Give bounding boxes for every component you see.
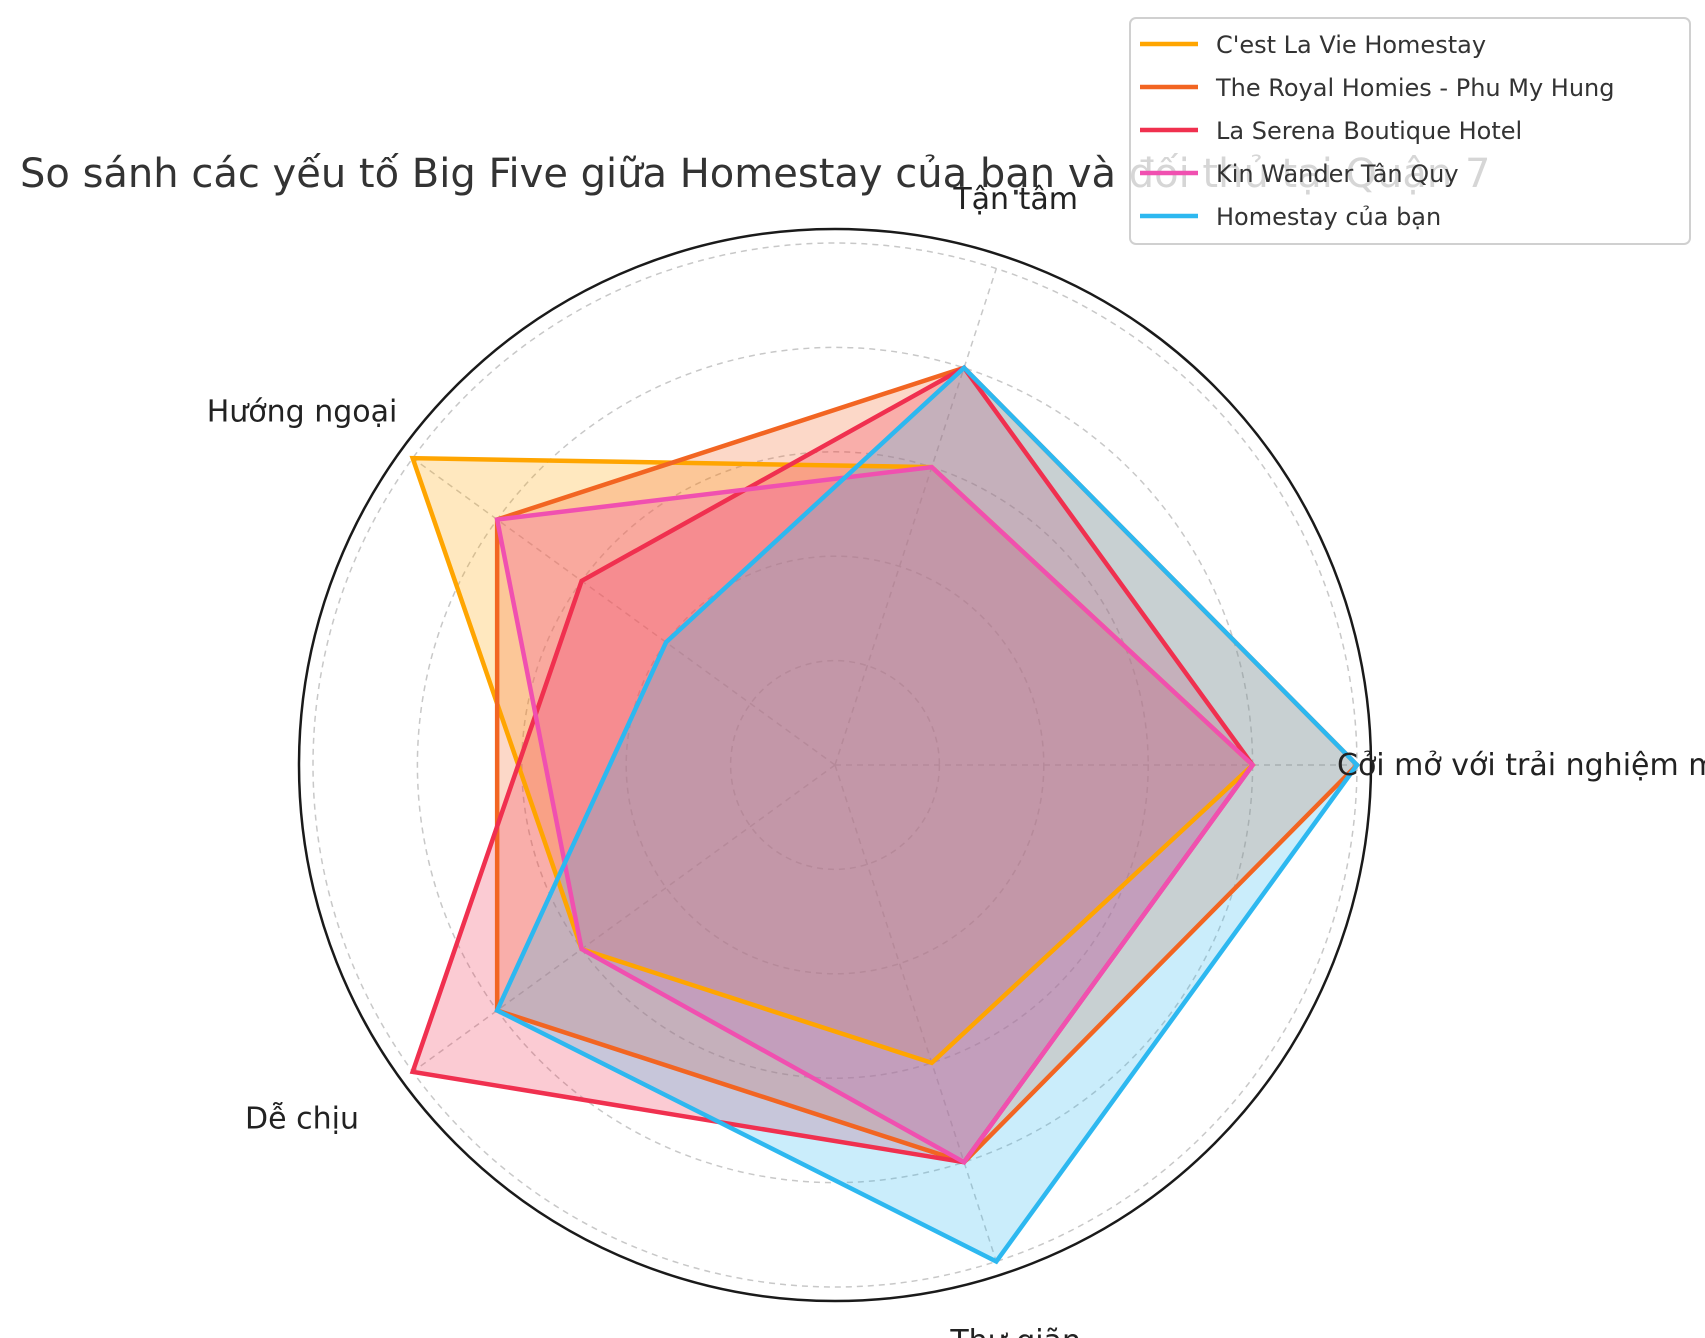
category-labels: Cởi mở với trải nghiệm mới Tận tâm Hướng n… xyxy=(207,182,1705,1338)
legend-entry: C'est La Vie Homestay xyxy=(1216,31,1486,59)
category-label: Cởi mở với trải nghiệm mới xyxy=(1337,748,1705,783)
legend-entry: The Royal Homies - Phu My Hung xyxy=(1215,74,1614,102)
legend: C'est La Vie Homestay The Royal Homies - … xyxy=(1129,17,1691,245)
series-area xyxy=(497,367,1357,1163)
series-area xyxy=(497,367,1357,1262)
category-label: Thư giãn xyxy=(949,1324,1081,1338)
outer-frame xyxy=(297,227,1373,1303)
series-line xyxy=(494,364,1360,1265)
category-label: Tận tâm xyxy=(952,182,1078,217)
legend-entry: La Serena Boutique Hotel xyxy=(1216,117,1522,145)
series-area xyxy=(497,467,1253,1163)
grid-spoke xyxy=(412,764,836,1073)
series-area xyxy=(412,458,1253,1063)
grid-spoke xyxy=(412,457,836,766)
category-label: Dễ chịu xyxy=(245,1102,359,1137)
category-label: Hướng ngoại xyxy=(207,394,398,429)
series-lines xyxy=(409,364,1361,1265)
series-line xyxy=(494,464,1256,1166)
legend-entry: Homestay của bạn xyxy=(1216,203,1441,231)
grid-ring xyxy=(625,555,1045,975)
legend-entry: Kin Wander Tân Quy xyxy=(1216,160,1459,188)
legend-box xyxy=(1129,17,1691,245)
